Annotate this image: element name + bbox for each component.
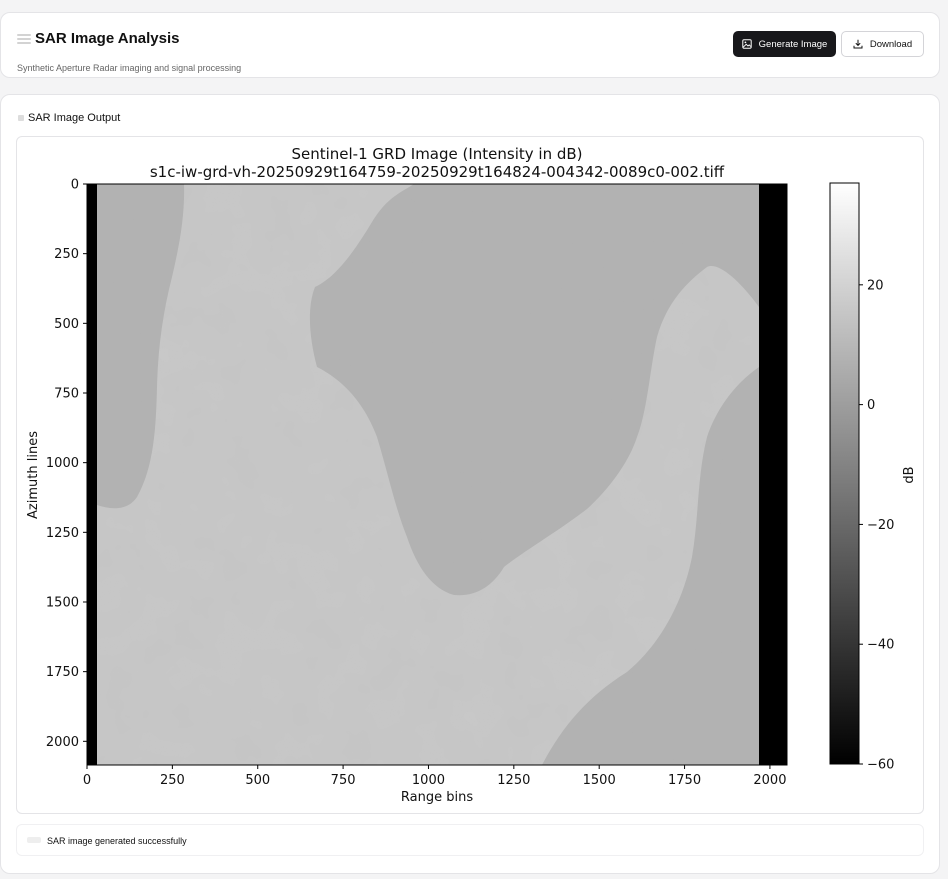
sar-image <box>87 184 787 765</box>
x-axis: 0 250 500 750 1000 1250 1500 1750 2000 <box>83 765 786 788</box>
image-icon <box>741 39 752 49</box>
x-tick-label: 1000 <box>412 773 445 788</box>
x-tick-label: 1500 <box>583 773 616 788</box>
status-text: SAR image generated successfully <box>47 836 187 846</box>
colorbar-tick-label: 20 <box>867 278 884 293</box>
output-icon <box>18 115 24 121</box>
page-title: SAR Image Analysis <box>35 30 180 47</box>
download-button[interactable]: Download <box>841 31 924 57</box>
nodata-left <box>87 184 97 765</box>
y-axis: 0 250 500 750 1000 1250 1500 1750 2000 <box>46 178 87 750</box>
section-title: SAR Image Output <box>28 112 121 124</box>
x-tick-label: 500 <box>245 773 270 788</box>
x-tick-label: 2000 <box>753 773 786 788</box>
x-tick-label: 750 <box>331 773 356 788</box>
colorbar-tick-label: −60 <box>867 758 894 773</box>
colorbar-tick-label: −20 <box>867 518 894 533</box>
x-tick-label: 0 <box>83 773 91 788</box>
colorbar-tick-label: 0 <box>867 398 875 413</box>
x-tick-label: 1750 <box>668 773 701 788</box>
chart-title: Sentinel-1 GRD Image (Intensity in dB) <box>291 145 582 163</box>
nodata-right <box>759 184 787 765</box>
page-subtitle: Synthetic Aperture Radar imaging and sig… <box>17 63 242 73</box>
colorbar-ticks: 20 0 −20 −40 −60 <box>859 278 894 773</box>
sar-image-plot: Sentinel-1 GRD Image (Intensity in dB) s… <box>26 145 917 805</box>
speckle-layer <box>87 184 787 765</box>
colorbar-tick-label: −40 <box>867 638 894 653</box>
y-tick-label: 250 <box>54 247 79 262</box>
y-tick-label: 2000 <box>46 735 79 750</box>
download-label: Download <box>869 38 913 50</box>
x-tick-label: 250 <box>160 773 185 788</box>
y-tick-label: 1250 <box>46 526 79 541</box>
section-header: SAR Image Output <box>18 112 120 124</box>
y-tick-label: 500 <box>54 317 79 332</box>
plot-frame: Sentinel-1 GRD Image (Intensity in dB) s… <box>16 136 924 814</box>
menu-icon[interactable] <box>17 33 31 44</box>
chart-subtitle: s1c-iw-grd-vh-20250929t164759-20250929t1… <box>150 163 725 181</box>
download-icon <box>853 39 863 49</box>
y-axis-label: Azimuth lines <box>26 431 41 519</box>
colorbar-label: dB <box>902 466 917 483</box>
status-bar: SAR image generated successfully <box>16 824 924 856</box>
x-axis-label: Range bins <box>401 790 473 805</box>
image-frame <box>86 183 788 766</box>
y-tick-label: 1750 <box>46 665 79 680</box>
generate-image-button[interactable]: Generate Image <box>733 31 836 57</box>
y-tick-label: 750 <box>54 386 79 401</box>
x-tick-label: 1250 <box>497 773 530 788</box>
y-tick-label: 0 <box>71 178 79 193</box>
y-tick-label: 1500 <box>46 595 79 610</box>
colorbar <box>829 182 860 765</box>
y-tick-label: 1000 <box>46 456 79 471</box>
generate-image-label: Generate Image <box>758 38 828 50</box>
status-icon <box>27 837 41 843</box>
